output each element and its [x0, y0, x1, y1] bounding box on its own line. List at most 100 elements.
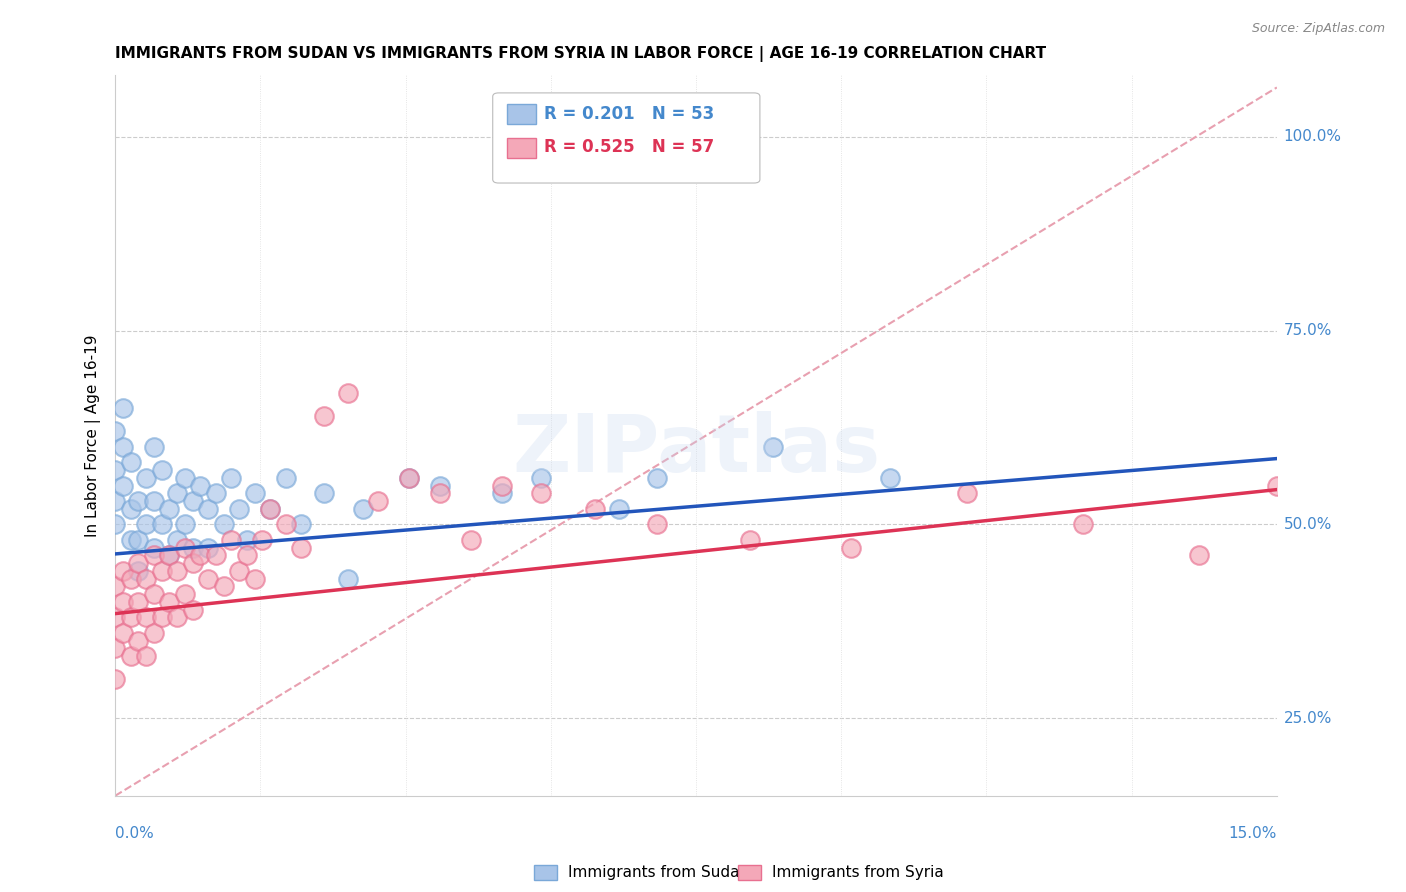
Point — [142, 549, 165, 563]
Point — [173, 587, 195, 601]
Point — [173, 471, 195, 485]
Point — [135, 649, 157, 664]
Point — [127, 564, 149, 578]
Point — [120, 649, 142, 664]
Point — [236, 549, 259, 563]
Point — [491, 486, 513, 500]
Point — [127, 595, 149, 609]
Point — [352, 502, 374, 516]
Point — [150, 517, 173, 532]
Point — [120, 502, 142, 516]
Point — [166, 610, 188, 624]
Bar — [506, 103, 536, 124]
Point — [460, 533, 482, 547]
Point — [135, 471, 157, 485]
Point — [157, 549, 180, 563]
Point — [157, 595, 180, 609]
Point — [956, 486, 979, 500]
Point — [181, 541, 204, 555]
Point — [367, 494, 389, 508]
Point — [111, 626, 134, 640]
Point — [205, 486, 228, 500]
Point — [150, 610, 173, 624]
Point — [111, 479, 134, 493]
Text: Immigrants from Syria: Immigrants from Syria — [772, 865, 943, 880]
Point — [104, 463, 127, 477]
Text: 0.0%: 0.0% — [115, 826, 153, 841]
Point — [879, 471, 901, 485]
Point — [142, 494, 165, 508]
Point — [157, 502, 180, 516]
Point — [111, 440, 134, 454]
Point — [429, 479, 451, 493]
Point — [142, 440, 165, 454]
Text: 100.0%: 100.0% — [1284, 129, 1341, 145]
Point — [135, 572, 157, 586]
Point — [314, 486, 336, 500]
Point — [127, 633, 149, 648]
Point — [645, 471, 668, 485]
Point — [135, 517, 157, 532]
Point — [127, 556, 149, 570]
Point — [166, 486, 188, 500]
Point — [111, 564, 134, 578]
Point — [150, 463, 173, 477]
Point — [212, 579, 235, 593]
Point — [190, 479, 212, 493]
Text: R = 0.201   N = 53: R = 0.201 N = 53 — [544, 105, 714, 123]
Point — [645, 517, 668, 532]
Point — [530, 486, 553, 500]
Point — [120, 533, 142, 547]
Point — [583, 502, 606, 516]
Point — [120, 455, 142, 469]
Point — [839, 541, 862, 555]
Text: 75.0%: 75.0% — [1284, 323, 1331, 338]
Point — [212, 517, 235, 532]
Point — [166, 533, 188, 547]
Point — [607, 502, 630, 516]
Point — [228, 502, 250, 516]
Point — [166, 564, 188, 578]
Point — [762, 440, 785, 454]
Point — [259, 502, 281, 516]
Point — [150, 564, 173, 578]
Point — [104, 610, 127, 624]
Point — [398, 471, 420, 485]
Point — [157, 549, 180, 563]
Point — [104, 425, 127, 439]
Point — [173, 541, 195, 555]
Text: 15.0%: 15.0% — [1229, 826, 1277, 841]
Bar — [738, 865, 761, 880]
Point — [181, 556, 204, 570]
Point — [336, 572, 359, 586]
Text: Immigrants from Sudan: Immigrants from Sudan — [568, 865, 749, 880]
Point — [127, 494, 149, 508]
Point — [290, 517, 312, 532]
Point — [1265, 479, 1288, 493]
Point — [120, 572, 142, 586]
Bar — [534, 865, 557, 880]
Point — [530, 471, 553, 485]
Point — [104, 673, 127, 687]
Y-axis label: In Labor Force | Age 16-19: In Labor Force | Age 16-19 — [86, 334, 101, 537]
Point — [197, 572, 219, 586]
Point — [197, 502, 219, 516]
Point — [236, 533, 259, 547]
Point — [228, 564, 250, 578]
Point — [142, 587, 165, 601]
Point — [104, 494, 127, 508]
Point — [173, 517, 195, 532]
Point — [740, 533, 762, 547]
Text: 50.0%: 50.0% — [1284, 517, 1331, 532]
Point — [398, 471, 420, 485]
Point — [111, 595, 134, 609]
Point — [104, 641, 127, 656]
FancyBboxPatch shape — [492, 93, 759, 183]
Point — [336, 385, 359, 400]
Point — [120, 610, 142, 624]
Point — [252, 533, 274, 547]
Point — [190, 549, 212, 563]
Point — [142, 626, 165, 640]
Text: R = 0.525   N = 57: R = 0.525 N = 57 — [544, 138, 714, 156]
Point — [221, 533, 243, 547]
